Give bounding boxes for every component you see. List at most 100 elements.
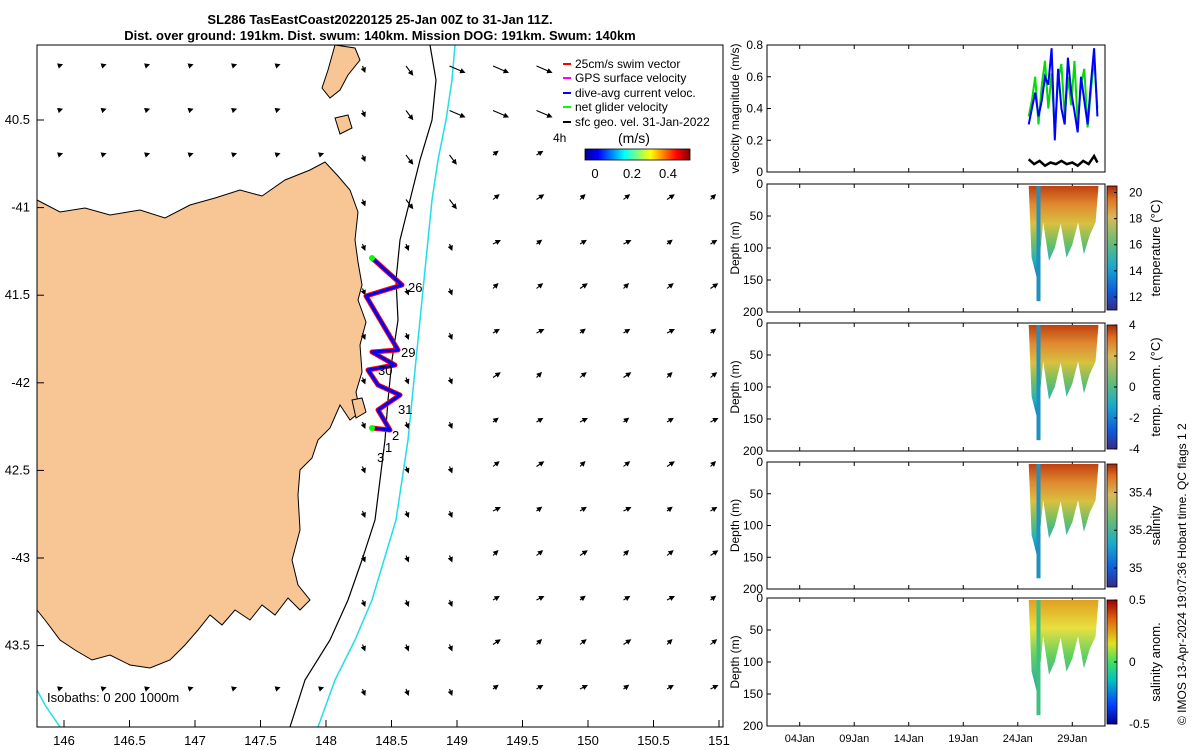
- velocity-arrow: [187, 63, 194, 69]
- velocity-arrow: [405, 65, 414, 76]
- colorbar-tick-04: 0.4: [659, 166, 677, 181]
- time-axis-label: 14Jan: [894, 733, 924, 745]
- velocity-arrow: [143, 686, 151, 692]
- velocity-arrow: [492, 328, 500, 335]
- colorbar-tick-label: 20: [1129, 186, 1143, 200]
- velocity-arrow: [710, 639, 718, 645]
- y-tick-label: 0: [756, 165, 763, 179]
- velocity-arrow: [710, 372, 718, 378]
- velocity-arrow: [404, 421, 410, 430]
- velocity-arrow: [187, 152, 194, 158]
- day-label-31: 31: [398, 402, 412, 417]
- velocity-arrow: [360, 332, 366, 341]
- y-tick-label: 0.2: [746, 133, 763, 147]
- y-tick-label: 200: [743, 305, 763, 319]
- velocity-arrow: [536, 506, 543, 513]
- velocity-arrow: [666, 550, 674, 556]
- profile-heatmap: [1028, 325, 1099, 419]
- velocity-arrow: [623, 461, 631, 467]
- y-tick-label: 200: [743, 582, 763, 596]
- map-axes-box: [36, 44, 724, 728]
- legend-label-swim: 25cm/s swim vector: [575, 57, 680, 71]
- day-label-30: 30: [378, 363, 392, 378]
- velocity-arrow: [360, 110, 366, 118]
- time-axis-label: 24Jan: [1003, 733, 1033, 745]
- profile-heatmap: [1028, 186, 1099, 280]
- colorbar-tick-label: 0.5: [1129, 593, 1146, 607]
- velocity-arrow: [666, 596, 675, 601]
- velocity-arrow: [360, 555, 366, 563]
- panel-0: 0 0.2 0.4 0.6 0.8 velocity magnitude (m/s): [728, 38, 1106, 179]
- velocity-arrow: [449, 65, 466, 74]
- velocity-arrow: [449, 109, 466, 118]
- velocity-arrow: [447, 466, 453, 474]
- colorbar-prefix-4h: 4h: [553, 131, 566, 145]
- velocity-arrow: [230, 63, 238, 69]
- velocity-arrow: [360, 510, 366, 519]
- velocity-arrow: [274, 63, 281, 69]
- velocity-arrow: [623, 240, 632, 245]
- velocity-arrow: [274, 686, 281, 692]
- panel-3: 0 50 100 150 200 Depth (m) 35 35.2 35.4 salinity: [728, 455, 1163, 596]
- velocity-arrow: [143, 63, 151, 69]
- velocity-arrow: [492, 240, 501, 245]
- velocity-arrow: [360, 421, 366, 430]
- y-tick-label: 150: [743, 273, 763, 287]
- velocity-arrow: [536, 684, 544, 691]
- velocity-arrow: [536, 194, 545, 200]
- y-tick-label: 0.8: [746, 38, 763, 52]
- map-x-tick-label: 151: [708, 733, 730, 748]
- map-x-tick-label: 149.5: [506, 733, 539, 748]
- flinders-island: [321, 45, 361, 99]
- velocity-arrow: [492, 461, 500, 467]
- velocity-arrow: [100, 152, 107, 158]
- velocity-arrow: [447, 243, 453, 252]
- velocity-arrow: [404, 599, 410, 608]
- map-x-tick-label: 150: [577, 733, 599, 748]
- colorbar-label: temperature (°C): [1148, 200, 1163, 297]
- velocity-arrow: [710, 193, 717, 200]
- velocity-arrow: [536, 638, 543, 645]
- velocity-arrow: [623, 372, 632, 378]
- velocity-arrow: [579, 639, 587, 645]
- figure-title-line1: SL286 TasEastCoast20220125 25-Jan 00Z to…: [207, 12, 553, 27]
- deep-dive-profile: [1036, 600, 1041, 716]
- velocity-arrow: [492, 150, 499, 157]
- velocity-arrow: [536, 329, 545, 334]
- velocity-arrow: [710, 460, 717, 467]
- track-end-marker: [369, 425, 375, 431]
- colorbar-units: (m/s): [618, 130, 650, 146]
- velocity-arrow: [579, 685, 588, 690]
- colorbar-tick-label: 35.4: [1129, 485, 1153, 499]
- velocity-arrow: [666, 638, 673, 645]
- velocity-arrow: [274, 107, 281, 114]
- velocity-arrow: [536, 417, 544, 424]
- velocity-arrow: [404, 332, 410, 341]
- day-label-2: 2: [392, 428, 399, 443]
- map-legend: 25cm/s swim vector GPS surface velocity …: [563, 57, 710, 129]
- map-y-tick-label: -43: [11, 550, 30, 565]
- colorbar-tick-label: -4: [1129, 442, 1140, 456]
- velocity-arrow: [404, 243, 410, 252]
- velocity-arrow: [492, 417, 499, 424]
- velocity-arrow: [187, 107, 194, 114]
- time-axis-label: 04Jan: [785, 733, 815, 745]
- velocity-arrow: [492, 282, 499, 289]
- velocity-arrow: [447, 688, 453, 697]
- time-series-panels: 0 0.2 0.4 0.6 0.8 velocity magnitude (m/s) 0 50…: [728, 38, 1163, 745]
- time-axis-label: 19Jan: [948, 733, 978, 745]
- y-tick-label: 0: [756, 455, 763, 469]
- day-label-3: 3: [377, 450, 384, 465]
- glider-track: [364, 256, 404, 432]
- velocity-arrow: [56, 152, 64, 158]
- velocity-arrow: [447, 377, 453, 385]
- map-x-tick-label: 149: [446, 733, 468, 748]
- deep-dive-profile: [1036, 464, 1041, 579]
- isobath-1000m-west: [37, 689, 61, 727]
- velocity-arrow: [143, 152, 151, 158]
- small-island: [334, 114, 353, 135]
- copyright-note: © IMOS 13-Apr-2024 19:07:36 Hobart time.…: [1175, 423, 1189, 725]
- velocity-arrow: [360, 599, 366, 608]
- y-tick-label: 150: [743, 687, 763, 701]
